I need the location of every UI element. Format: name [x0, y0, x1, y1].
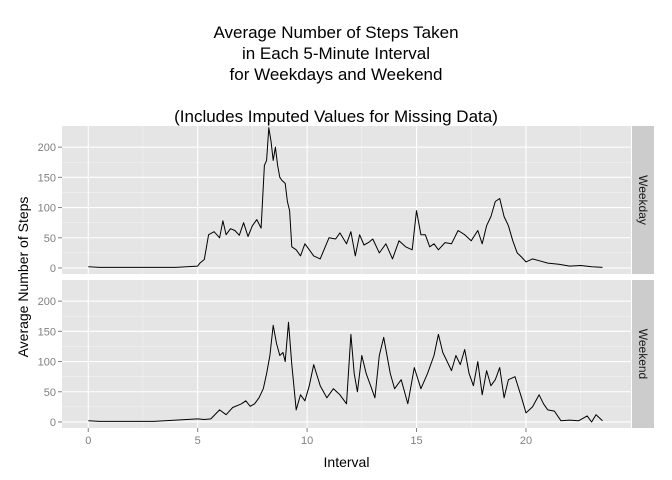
- panel-background: [62, 126, 631, 274]
- chart-title-line-3: for Weekdays and Weekend: [229, 65, 443, 84]
- facet-strip-label: Weekday: [636, 175, 650, 225]
- x-tick-label: 20: [520, 435, 532, 447]
- y-tick-label: 150: [38, 172, 56, 184]
- panel-background: [62, 280, 631, 428]
- facet-strip: [632, 280, 654, 428]
- y-tick-label: 100: [38, 203, 56, 215]
- y-tick-label: 0: [50, 417, 56, 429]
- x-tick-label: 0: [85, 435, 91, 447]
- y-tick-label: 200: [38, 296, 56, 308]
- panel-weekend: 0 50 100 150 200 Weekend: [38, 280, 654, 429]
- y-tick-label: 0: [50, 263, 56, 275]
- chart-title-line-5: (Includes Imputed Values for Missing Dat…: [174, 107, 498, 126]
- series-line-weekend: [88, 321, 603, 423]
- x-tick-label: 10: [301, 435, 313, 447]
- y-tick-label: 150: [38, 326, 56, 338]
- y-tick-label: 200: [38, 142, 56, 154]
- chart-title-line-2: in Each 5-Minute Interval: [241, 44, 431, 63]
- panel-weekday: 0 50 100 150 200 Weekday: [38, 126, 654, 275]
- x-tick-label: 5: [195, 435, 201, 447]
- facet-strip: [632, 126, 654, 274]
- y-tick-label: 100: [38, 357, 56, 369]
- y-tick-label: 50: [44, 233, 56, 245]
- x-tick-label: 15: [410, 435, 422, 447]
- series-line-weekday: [88, 127, 603, 268]
- y-axis-title: Average Number of Steps: [15, 197, 31, 358]
- facet-strip-label: Weekend: [636, 329, 650, 379]
- x-axis-title: Interval: [324, 454, 370, 470]
- y-tick-label: 50: [44, 387, 56, 399]
- chart-title-line-1: Average Number of Steps Taken: [213, 23, 459, 42]
